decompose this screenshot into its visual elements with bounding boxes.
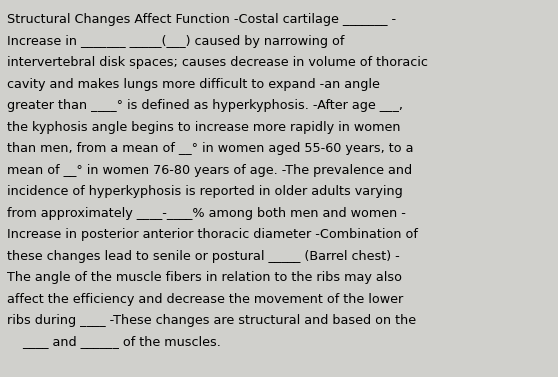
Text: ____ and ______ of the muscles.: ____ and ______ of the muscles. [7, 336, 221, 348]
Text: affect the efficiency and decrease the movement of the lower: affect the efficiency and decrease the m… [7, 293, 403, 305]
Text: these changes lead to senile or postural _____ (Barrel chest) -: these changes lead to senile or postural… [7, 250, 400, 262]
Text: mean of __° in women 76-80 years of age. -The prevalence and: mean of __° in women 76-80 years of age.… [7, 164, 412, 176]
Text: The angle of the muscle fibers in relation to the ribs may also: The angle of the muscle fibers in relati… [7, 271, 402, 284]
Text: from approximately ____-____% among both men and women -: from approximately ____-____% among both… [7, 207, 406, 219]
Text: intervertebral disk spaces; causes decrease in volume of thoracic: intervertebral disk spaces; causes decre… [7, 56, 428, 69]
Text: ribs during ____ -These changes are structural and based on the: ribs during ____ -These changes are stru… [7, 314, 416, 327]
Text: than men, from a mean of __° in women aged 55-60 years, to a: than men, from a mean of __° in women ag… [7, 142, 413, 155]
Text: Increase in posterior anterior thoracic diameter -Combination of: Increase in posterior anterior thoracic … [7, 228, 418, 241]
Text: Structural Changes Affect Function -Costal cartilage _______ -: Structural Changes Affect Function -Cost… [7, 13, 396, 26]
Text: incidence of hyperkyphosis is reported in older adults varying: incidence of hyperkyphosis is reported i… [7, 185, 403, 198]
Text: greater than ____° is defined as hyperkyphosis. -After age ___,: greater than ____° is defined as hyperky… [7, 99, 403, 112]
Text: Increase in _______ _____(___) caused by narrowing of: Increase in _______ _____(___) caused by… [7, 35, 345, 48]
Text: the kyphosis angle begins to increase more rapidly in women: the kyphosis angle begins to increase mo… [7, 121, 401, 133]
Text: cavity and makes lungs more difficult to expand -an angle: cavity and makes lungs more difficult to… [7, 78, 380, 90]
